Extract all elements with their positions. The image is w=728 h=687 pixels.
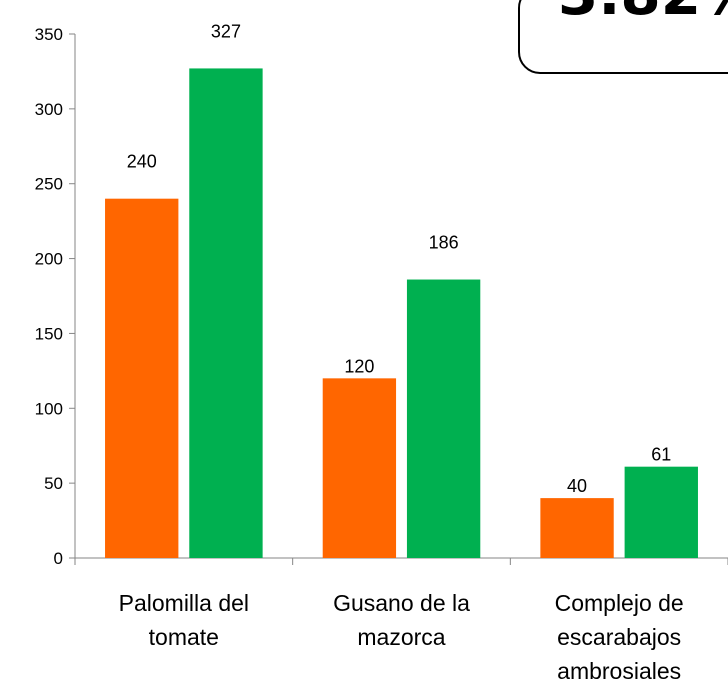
data-label: 186 bbox=[429, 233, 459, 253]
callout-text: 3.82% bbox=[558, 0, 728, 28]
data-label: 61 bbox=[651, 445, 671, 465]
category-label: escarabajos bbox=[557, 624, 681, 650]
category-labels: Palomilla del tomate Gusano de la mazorca Co… bbox=[119, 590, 684, 684]
data-labels: 240 327 120 186 40 61 bbox=[127, 21, 672, 496]
category-label: tomate bbox=[149, 624, 219, 650]
bar bbox=[406, 279, 481, 558]
bar bbox=[540, 498, 614, 558]
y-tick-label: 0 bbox=[54, 549, 63, 568]
category-label: ambrosiales bbox=[557, 658, 681, 684]
y-tick-label: 250 bbox=[35, 175, 63, 194]
callout-box: 3.82% bbox=[518, 0, 728, 74]
y-tick-label: 100 bbox=[35, 399, 63, 418]
data-label: 120 bbox=[344, 356, 374, 376]
y-tick-label: 300 bbox=[35, 100, 63, 119]
category-label: Gusano de la bbox=[333, 590, 470, 616]
bar bbox=[105, 198, 179, 558]
y-axis: 0 50 100 150 200 250 300 350 bbox=[35, 25, 76, 568]
y-tick-label: 150 bbox=[35, 324, 63, 343]
y-tick-label: 350 bbox=[35, 25, 63, 44]
category-label: mazorca bbox=[357, 624, 445, 650]
data-label: 327 bbox=[211, 21, 241, 41]
category-label: Palomilla del bbox=[119, 590, 249, 616]
bar bbox=[624, 466, 698, 558]
category-label: Complejo de bbox=[555, 590, 684, 616]
x-axis bbox=[74, 557, 728, 565]
bars bbox=[105, 68, 698, 558]
y-tick-label: 200 bbox=[35, 250, 63, 269]
y-tick-label: 50 bbox=[44, 474, 63, 493]
data-label: 40 bbox=[567, 476, 587, 496]
bar bbox=[322, 378, 397, 558]
bar bbox=[189, 68, 263, 558]
data-label: 240 bbox=[127, 152, 157, 172]
